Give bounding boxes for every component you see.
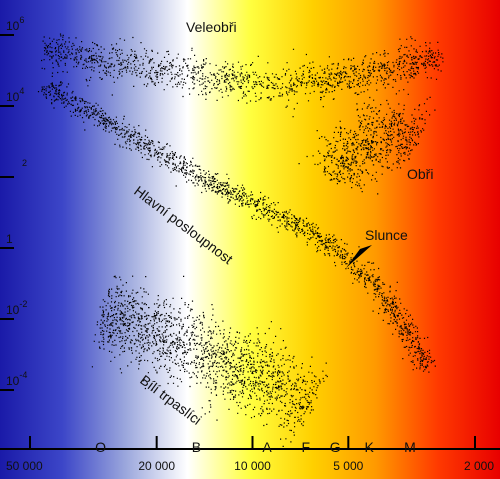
spectral-class-m: M bbox=[404, 439, 416, 455]
y-tick-label: 10-4 bbox=[6, 370, 27, 388]
x-tick-label: 10 000 bbox=[234, 459, 271, 473]
y-tick-mark bbox=[0, 176, 14, 178]
x-tick-label: 20 000 bbox=[138, 459, 175, 473]
x-tick-label: 50 000 bbox=[6, 459, 43, 473]
x-axis: 50 000 20 000 10 000 5 000 2 000 bbox=[0, 436, 500, 473]
spectral-class-k: K bbox=[365, 439, 375, 455]
y-tick-mark bbox=[0, 34, 14, 36]
x-tick-mark bbox=[155, 436, 158, 450]
spectral-class-g: G bbox=[330, 439, 341, 455]
y-tick-label: 104 bbox=[6, 86, 24, 104]
x-tick-mark bbox=[29, 436, 31, 450]
sun-label: Slunce bbox=[365, 227, 408, 243]
sun-arrow bbox=[346, 245, 372, 268]
y-tick-mark bbox=[0, 105, 14, 107]
y-tick-label: 1 bbox=[6, 232, 13, 246]
spectral-class-o: O bbox=[95, 439, 106, 455]
spectral-class-a: A bbox=[262, 439, 272, 455]
star-points bbox=[37, 33, 444, 447]
x-axis-line bbox=[0, 448, 500, 450]
y-tick-mark bbox=[0, 318, 14, 320]
region-bílí-trpaslíci bbox=[91, 275, 328, 447]
y-tick-label: 2 bbox=[22, 158, 27, 168]
region-veleobři bbox=[41, 33, 444, 118]
y-tick-label: 10-2 bbox=[6, 299, 27, 317]
x-tick-mark bbox=[251, 436, 254, 450]
supergiants-label: Veleobři bbox=[186, 19, 237, 35]
y-axis: 106 104 2 1 10-2 10-4 bbox=[0, 15, 27, 391]
x-tick-mark bbox=[474, 436, 476, 450]
y-tick-mark bbox=[0, 247, 14, 249]
spectral-class-b: B bbox=[192, 439, 201, 455]
y-tick-mark bbox=[0, 389, 14, 391]
y-tick-label: 106 bbox=[6, 15, 24, 33]
x-tick-mark bbox=[347, 436, 350, 450]
region-hlavní-posloupnost bbox=[37, 72, 436, 373]
spectral-class-f: F bbox=[302, 439, 311, 455]
x-tick-label: 2 000 bbox=[464, 459, 494, 473]
giants-label: Obři bbox=[407, 166, 433, 182]
x-tick-label: 5 000 bbox=[333, 459, 363, 473]
